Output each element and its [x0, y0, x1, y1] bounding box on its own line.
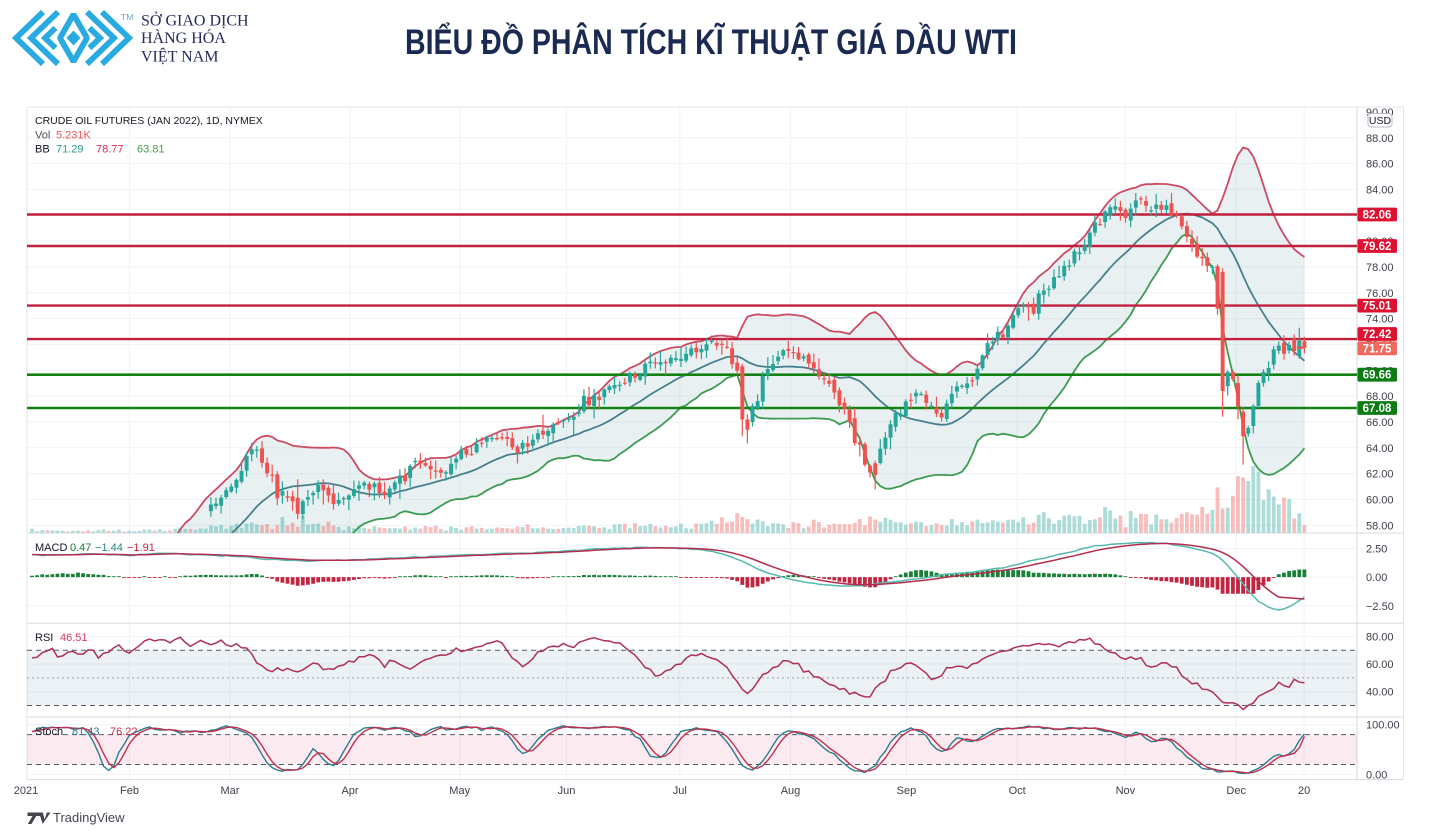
svg-text:62.00: 62.00: [1366, 469, 1394, 481]
svg-text:72.42: 72.42: [1363, 329, 1392, 341]
svg-text:68.00: 68.00: [1366, 391, 1394, 403]
svg-text:84.00: 84.00: [1366, 184, 1394, 196]
svg-text:BIỂU ĐỒ PHÂN TÍCH KĨ THUẬT GIÁ: BIỂU ĐỒ PHÂN TÍCH KĨ THUẬT GIÁ DẦU WTI: [405, 22, 1017, 62]
svg-text:CRUDE OIL FUTURES (JAN 2022),: CRUDE OIL FUTURES (JAN 2022), 1D, NYMEX: [35, 115, 263, 127]
svg-text:80.00: 80.00: [1366, 631, 1394, 643]
svg-text:75.01: 75.01: [1363, 301, 1392, 313]
svg-text:Stoch: Stoch: [35, 726, 63, 738]
svg-text:67.08: 67.08: [1363, 403, 1392, 415]
svg-text:Apr: Apr: [341, 785, 358, 797]
svg-text:Aug: Aug: [781, 785, 801, 797]
svg-text:71.75: 71.75: [1363, 343, 1392, 355]
svg-text:76.22: 76.22: [110, 726, 138, 738]
svg-text:82.06: 82.06: [1363, 210, 1392, 222]
svg-text:Vol: Vol: [35, 130, 50, 142]
svg-text:66.00: 66.00: [1366, 417, 1394, 429]
svg-text:88.00: 88.00: [1366, 133, 1394, 145]
svg-text:5.231K: 5.231K: [56, 130, 92, 142]
svg-text:Oct: Oct: [1009, 785, 1026, 797]
svg-text:60.00: 60.00: [1366, 495, 1394, 507]
svg-text:Jul: Jul: [673, 785, 687, 797]
svg-text:40.00: 40.00: [1366, 687, 1394, 699]
svg-text:60.00: 60.00: [1366, 659, 1394, 671]
svg-text:2.50: 2.50: [1366, 544, 1387, 556]
svg-text:BB: BB: [35, 144, 50, 156]
svg-text:78.77: 78.77: [96, 144, 124, 156]
svg-text:86.00: 86.00: [1366, 159, 1394, 171]
svg-text:Nov: Nov: [1116, 785, 1136, 797]
svg-text:46.51: 46.51: [60, 632, 88, 644]
svg-text:Feb: Feb: [120, 785, 139, 797]
svg-text:63.81: 63.81: [137, 144, 165, 156]
svg-text:2021: 2021: [14, 785, 38, 797]
svg-text:TradingView: TradingView: [53, 810, 125, 825]
svg-text:USD: USD: [1369, 115, 1392, 127]
svg-text:RSI: RSI: [35, 632, 53, 644]
svg-text:Sep: Sep: [897, 785, 917, 797]
svg-text:TM: TM: [121, 12, 133, 22]
svg-text:58.00: 58.00: [1366, 520, 1394, 532]
svg-text:−1.91: −1.91: [127, 542, 155, 554]
svg-text:SỞ GIAO DỊCH: SỞ GIAO DỊCH: [141, 11, 249, 30]
svg-text:VIỆT NAM: VIỆT NAM: [141, 46, 218, 65]
svg-text:0.47: 0.47: [70, 542, 91, 554]
svg-text:100.00: 100.00: [1366, 720, 1400, 732]
svg-text:HÀNG HÓA: HÀNG HÓA: [141, 28, 226, 47]
svg-text:81.43: 81.43: [72, 726, 100, 738]
svg-text:71.29: 71.29: [56, 144, 84, 156]
svg-text:78.00: 78.00: [1366, 262, 1394, 274]
svg-text:−2.50: −2.50: [1366, 601, 1394, 613]
svg-text:69.66: 69.66: [1363, 370, 1392, 382]
svg-text:64.00: 64.00: [1366, 443, 1394, 455]
svg-text:MACD: MACD: [35, 542, 67, 554]
svg-text:Dec: Dec: [1226, 785, 1246, 797]
svg-text:0.00: 0.00: [1366, 572, 1387, 584]
svg-text:0.00: 0.00: [1366, 769, 1387, 781]
svg-text:76.00: 76.00: [1366, 288, 1394, 300]
svg-text:20: 20: [1298, 785, 1310, 797]
svg-text:Mar: Mar: [221, 785, 240, 797]
svg-text:74.00: 74.00: [1366, 314, 1394, 326]
svg-text:79.62: 79.62: [1363, 241, 1392, 253]
svg-text:−1.44: −1.44: [95, 542, 123, 554]
svg-text:Jun: Jun: [558, 785, 576, 797]
svg-text:May: May: [449, 785, 470, 797]
